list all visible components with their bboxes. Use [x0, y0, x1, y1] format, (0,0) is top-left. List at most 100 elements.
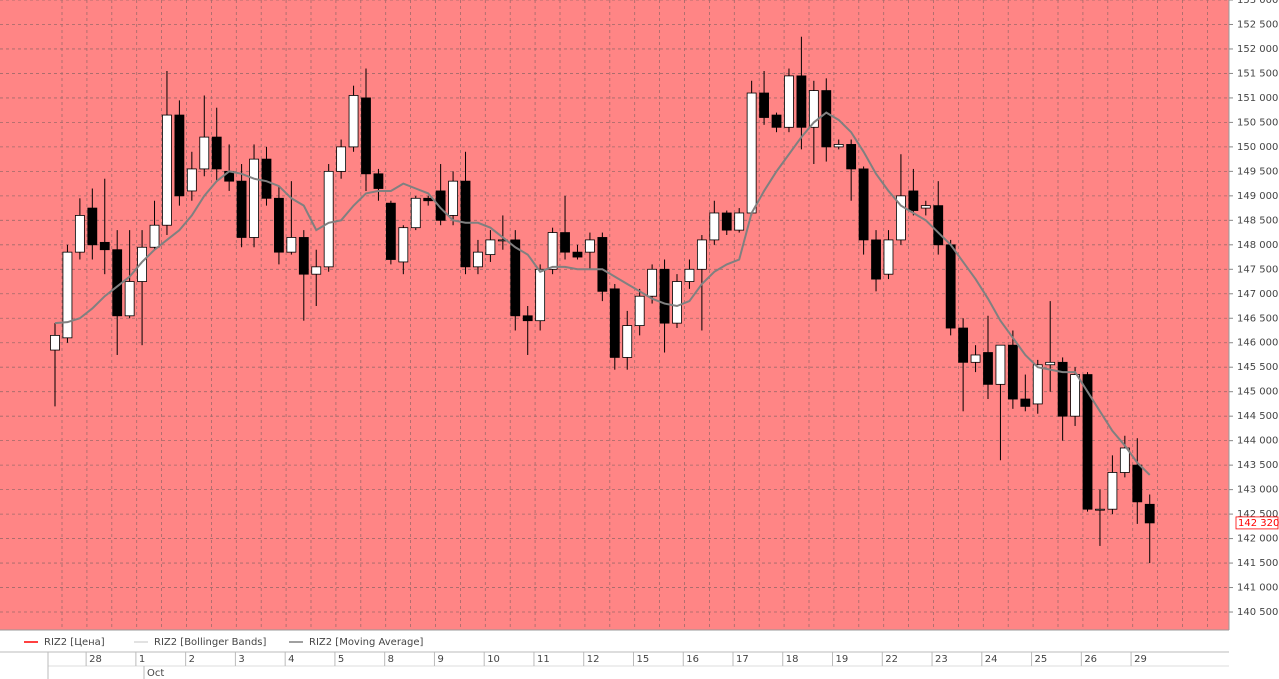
candle-body [286, 237, 297, 253]
candle-body [460, 180, 471, 268]
candle-body [87, 207, 98, 246]
x-tick-label: 2 [189, 654, 195, 665]
candle-body [1132, 464, 1143, 503]
candle-body [883, 239, 894, 275]
y-tick-label: 145 500 [1237, 362, 1278, 373]
legend-label: RIZ2 [Цена] [44, 637, 105, 648]
candle-body [933, 205, 944, 246]
y-tick-label: 143 500 [1237, 460, 1278, 471]
y-tick-label: 153 000 [1237, 0, 1278, 6]
candle-body [560, 232, 570, 253]
candle-body [398, 227, 409, 263]
candle-body [323, 170, 334, 268]
candle-body [1032, 364, 1043, 405]
last-price-box [1235, 516, 1279, 530]
candle-body [1107, 472, 1118, 510]
y-tick-label: 140 500 [1237, 607, 1278, 618]
candle-body [236, 180, 247, 238]
x-tick-label: 10 [487, 654, 500, 665]
candle-body [734, 212, 745, 231]
candle-body [958, 327, 969, 363]
candle-body [1144, 503, 1155, 524]
candle-body [821, 90, 832, 148]
candle-body [784, 75, 794, 128]
y-tick-label: 152 000 [1237, 44, 1278, 55]
candle-body [274, 197, 284, 253]
candle-body [896, 195, 906, 241]
candle-body [846, 144, 857, 170]
candle-body [149, 224, 160, 248]
moving-average-line [54, 111, 1151, 476]
candle-body [647, 268, 658, 297]
x-tick-label: 12 [587, 654, 600, 665]
candle-body [858, 168, 869, 241]
x-tick-label: 18 [786, 654, 799, 665]
x-tick-label: 19 [836, 654, 849, 665]
x-tick-label: 4 [288, 654, 294, 665]
last-price-label: 142 320 [1238, 518, 1279, 529]
candle-body [298, 237, 309, 275]
month-label: Oct [147, 668, 164, 679]
candle-body [62, 251, 73, 339]
candle-body [261, 158, 272, 199]
y-tick-label: 152 500 [1237, 19, 1278, 30]
candle-body [833, 144, 844, 148]
candle-body [1045, 361, 1056, 366]
candle-body [336, 146, 347, 172]
candle-body [721, 212, 732, 231]
candle-body [137, 246, 147, 282]
y-tick-label: 149 000 [1237, 191, 1278, 202]
candle-body [186, 168, 197, 192]
candle-body [983, 352, 993, 385]
x-tick-label: 9 [437, 654, 443, 665]
y-tick-label: 147 500 [1237, 264, 1278, 275]
candle-body [124, 281, 135, 317]
candle-body [410, 197, 421, 229]
candle-body [385, 202, 396, 260]
candle-body [945, 244, 956, 329]
candle-body [1007, 344, 1018, 400]
y-tick-label: 151 500 [1237, 68, 1278, 79]
y-tick-label: 147 000 [1237, 289, 1278, 300]
y-tick-label: 150 000 [1237, 142, 1278, 153]
candle-body [435, 190, 446, 221]
y-tick-label: 144 000 [1237, 436, 1278, 447]
y-tick-label: 146 000 [1237, 338, 1278, 349]
candle-body [609, 288, 620, 358]
candle-body [622, 325, 633, 358]
candle-body [1057, 361, 1068, 417]
candle-body [348, 95, 359, 148]
candle-body [249, 158, 259, 238]
x-tick-label: 25 [1035, 654, 1048, 665]
candle-body [174, 114, 185, 197]
y-tick-label: 146 500 [1237, 313, 1278, 324]
candle-body [311, 266, 322, 275]
candle-body [572, 251, 583, 258]
x-tick-label: 24 [985, 654, 998, 665]
candle-body [485, 239, 496, 256]
y-tick-label: 151 000 [1237, 93, 1278, 104]
candle-body [796, 75, 807, 128]
x-tick-label: 8 [388, 654, 394, 665]
x-tick-label: 23 [935, 654, 948, 665]
y-tick-label: 149 500 [1237, 166, 1278, 177]
candle-body [74, 215, 85, 253]
candle-body [522, 315, 533, 322]
candle-body [510, 239, 521, 317]
candle-body [1095, 508, 1105, 511]
candle-body [659, 268, 670, 324]
candle-body [585, 239, 595, 253]
y-tick-label: 144 500 [1237, 411, 1278, 422]
candle-body [634, 295, 645, 326]
candle-body [99, 241, 110, 251]
candle-body [808, 90, 819, 128]
candle-body [373, 173, 384, 189]
candle-body [50, 334, 60, 351]
y-tick-label: 142 000 [1237, 534, 1278, 545]
candle-body [746, 92, 757, 214]
candle-body [547, 232, 558, 270]
candle-body [672, 281, 682, 324]
y-tick-label: 150 500 [1237, 117, 1278, 128]
y-tick-label: 148 000 [1237, 240, 1278, 251]
